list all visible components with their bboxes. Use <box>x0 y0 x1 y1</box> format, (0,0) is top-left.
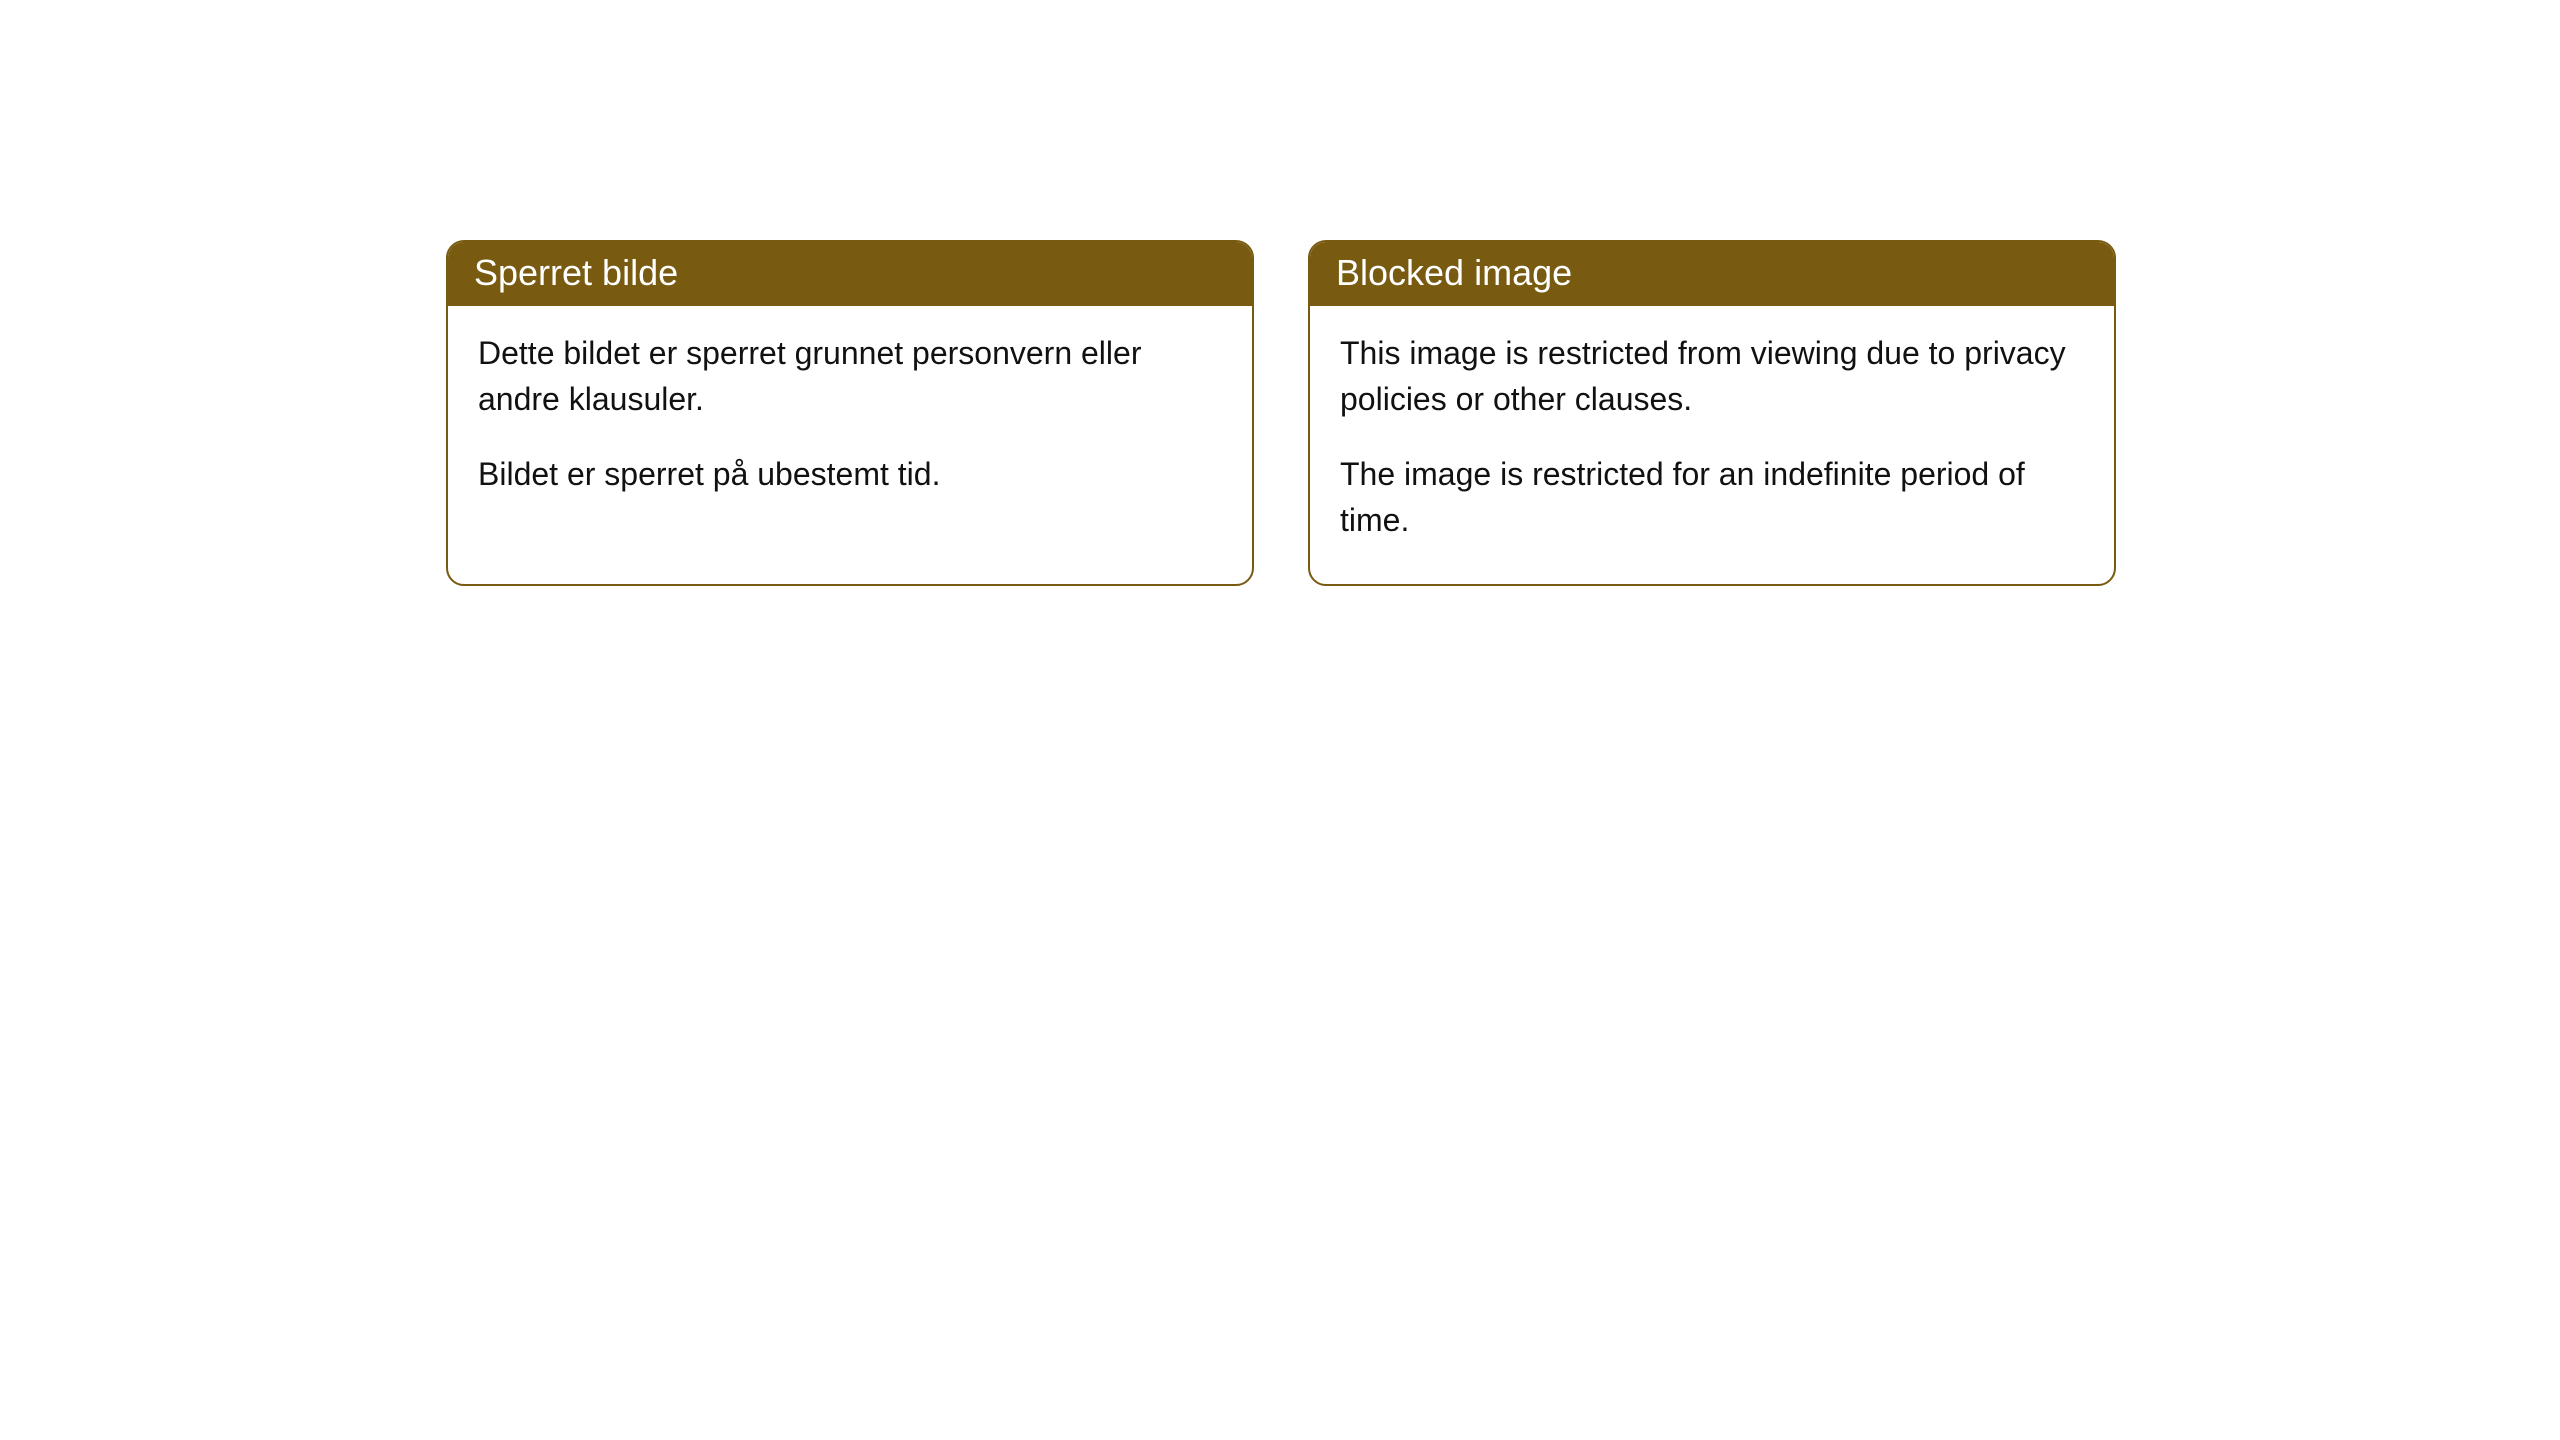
card-header: Sperret bilde <box>448 242 1252 306</box>
card-title: Blocked image <box>1336 252 1572 293</box>
card-paragraph: This image is restricted from viewing du… <box>1340 330 2084 423</box>
card-body: This image is restricted from viewing du… <box>1310 306 2114 584</box>
notice-card-english: Blocked image This image is restricted f… <box>1308 240 2116 586</box>
card-header: Blocked image <box>1310 242 2114 306</box>
card-body: Dette bildet er sperret grunnet personve… <box>448 306 1252 537</box>
card-paragraph: Bildet er sperret på ubestemt tid. <box>478 451 1222 497</box>
card-title: Sperret bilde <box>474 252 678 293</box>
notice-card-norwegian: Sperret bilde Dette bildet er sperret gr… <box>446 240 1254 586</box>
notice-cards-container: Sperret bilde Dette bildet er sperret gr… <box>446 240 2116 586</box>
card-paragraph: The image is restricted for an indefinit… <box>1340 451 2084 544</box>
card-paragraph: Dette bildet er sperret grunnet personve… <box>478 330 1222 423</box>
